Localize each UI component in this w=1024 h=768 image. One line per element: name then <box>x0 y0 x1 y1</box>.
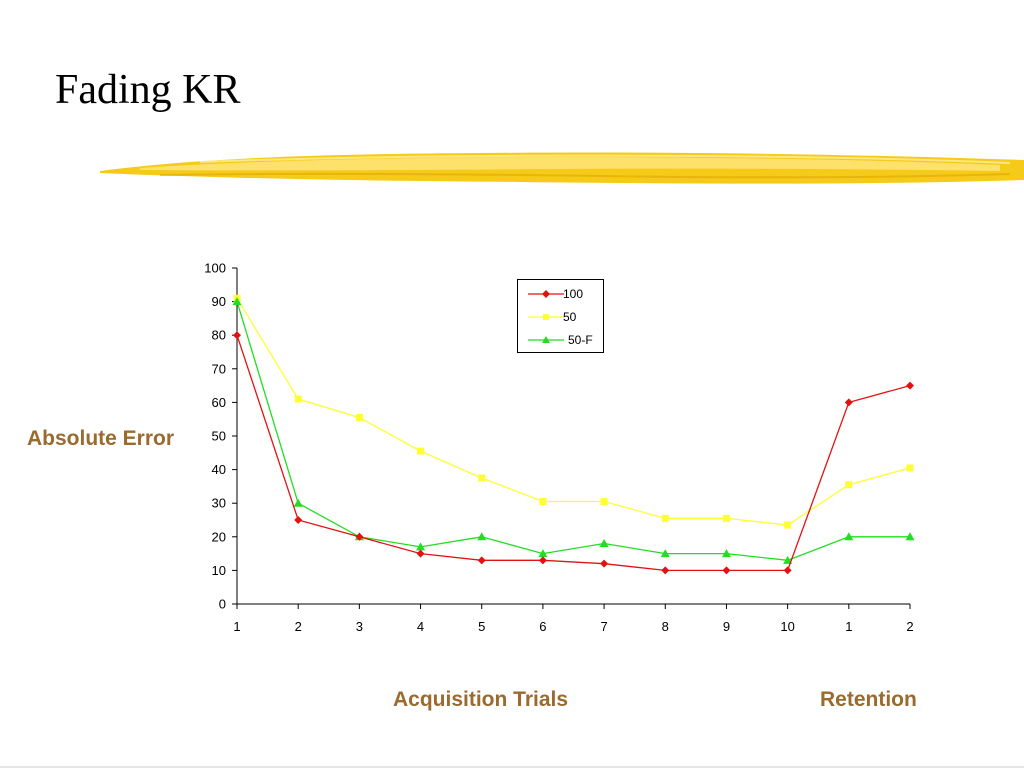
data-point-50-F <box>599 539 609 548</box>
data-point-50 <box>478 474 486 482</box>
data-point-50-F <box>905 532 915 541</box>
data-point-50-F <box>660 549 670 558</box>
legend-label-100: 100 <box>563 287 584 301</box>
data-point-50-F <box>232 297 242 306</box>
legend-label-50-F: 50-F <box>568 333 593 347</box>
series-line-50 <box>236 297 911 526</box>
y-tick-label: 30 <box>212 496 226 511</box>
legend-item-100: 100 <box>518 284 603 304</box>
decorative-brush-stroke <box>100 152 1024 184</box>
y-tick-label: 20 <box>212 529 226 544</box>
x-axis-label: Acquisition Trials <box>393 688 569 711</box>
legend-swatch-50-F <box>528 336 564 343</box>
y-tick-label: 80 <box>212 328 226 343</box>
data-point-50 <box>600 498 608 506</box>
y-tick-label: 10 <box>212 563 226 578</box>
data-point-100 <box>661 566 670 575</box>
x-tick-label: 8 <box>662 619 669 634</box>
data-point-100 <box>844 398 853 407</box>
x-tick-label: 2 <box>906 619 913 634</box>
x-tick-label: 3 <box>356 619 363 634</box>
x-tick-label: 1 <box>845 619 852 634</box>
y-tick-label: 70 <box>212 361 226 376</box>
y-tick-label: 50 <box>212 429 226 444</box>
data-point-50 <box>417 447 425 455</box>
y-tick-label: 90 <box>212 294 226 309</box>
series-line-50-F <box>236 301 910 561</box>
x-axis-label-retention: Retention <box>820 688 917 711</box>
legend-swatch-50 <box>528 314 564 320</box>
data-point-50 <box>845 481 853 489</box>
data-point-50-F <box>293 498 303 507</box>
x-tick-label: 5 <box>478 619 485 634</box>
y-axis-label: Absolute Error <box>27 427 175 450</box>
y-tick-label: 60 <box>212 395 226 410</box>
data-point-50-F <box>416 542 426 551</box>
y-tick-label: 0 <box>219 597 226 612</box>
data-point-50 <box>539 498 547 506</box>
data-point-50 <box>722 514 730 522</box>
x-tick-label: 6 <box>539 619 546 634</box>
data-point-50 <box>906 464 914 472</box>
data-point-100 <box>906 381 914 390</box>
x-tick-label: 9 <box>723 619 730 634</box>
data-point-50-F <box>844 532 854 541</box>
data-point-100 <box>783 566 792 575</box>
data-point-50-F <box>538 549 548 558</box>
data-point-50 <box>784 521 792 529</box>
data-point-50 <box>294 395 302 403</box>
legend: 100 50 50-F <box>517 279 604 353</box>
legend-item-50: 50 <box>518 307 603 327</box>
slide-title: Fading KR <box>55 67 241 113</box>
series-line-100 <box>236 334 911 572</box>
legend-label-50: 50 <box>563 310 577 324</box>
data-point-50 <box>355 414 363 422</box>
data-point-100 <box>477 556 486 565</box>
x-tick-label: 4 <box>417 619 424 634</box>
data-point-100 <box>233 331 241 340</box>
data-point-50 <box>661 514 669 522</box>
data-point-100 <box>600 559 609 568</box>
x-tick-label: 1 <box>233 619 240 634</box>
legend-swatch-100 <box>528 290 564 298</box>
data-point-100 <box>722 566 731 575</box>
data-point-50-F <box>721 549 731 558</box>
data-point-100 <box>538 556 547 565</box>
legend-item-50-F: 50-F <box>518 330 603 350</box>
y-tick-label: 100 <box>204 261 226 276</box>
footer-divider <box>0 766 1024 768</box>
data-point-100 <box>294 516 303 524</box>
y-tick-label: 40 <box>212 462 226 477</box>
x-tick-label: 7 <box>600 619 607 634</box>
x-tick-label: 2 <box>295 619 302 634</box>
x-tick-label: 10 <box>780 619 794 634</box>
data-point-100 <box>355 532 364 541</box>
data-point-50-F <box>783 555 793 564</box>
data-point-50-F <box>477 532 487 541</box>
data-point-100 <box>416 549 425 558</box>
